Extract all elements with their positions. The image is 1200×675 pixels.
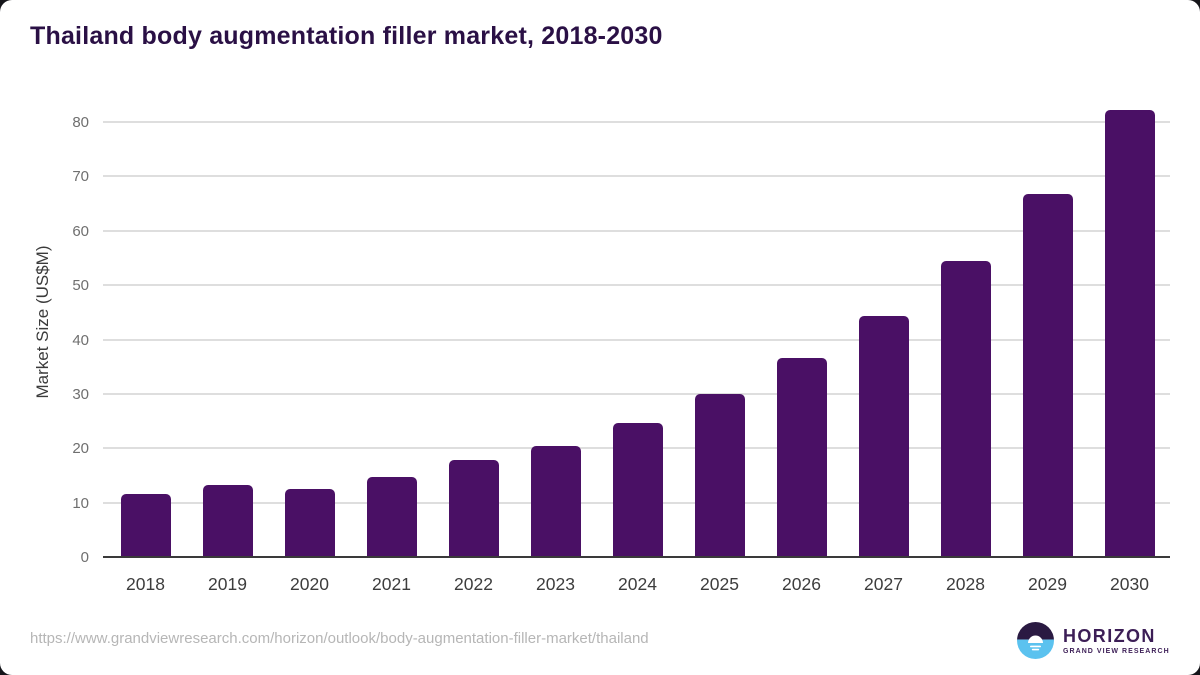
x-tick-label: 2027 — [864, 574, 903, 594]
x-tick-label: 2022 — [454, 574, 493, 594]
y-tick-label: 80 — [72, 114, 89, 131]
y-tick-label: 60 — [72, 222, 89, 240]
horizon-logo: HORIZON GRAND VIEW RESEARCH — [1017, 622, 1170, 659]
horizon-sun-icon — [1017, 622, 1054, 659]
y-tick-label: 40 — [72, 331, 89, 349]
plot-area: 0 10 20 30 40 50 60 70 80 2018 2019 2020 2021 2022 202… — [72, 100, 1170, 594]
y-tick-label: 50 — [72, 277, 89, 295]
chart-title: Thailand body augmentation filler market… — [30, 22, 663, 50]
x-tick-label: 2020 — [290, 574, 329, 594]
bar-2027 — [858, 315, 909, 556]
bar-2024 — [612, 422, 663, 556]
bar-2025 — [694, 393, 745, 556]
y-axis-title: Market Size (US$M) — [33, 245, 52, 399]
bar-2029 — [1022, 194, 1073, 556]
bar-2020 — [284, 488, 335, 556]
bar-2021 — [366, 476, 417, 556]
gridline — [103, 121, 1170, 123]
x-tick-label: 2025 — [700, 574, 739, 594]
x-tick-label: 2023 — [536, 574, 575, 594]
x-axis-line — [103, 556, 1170, 558]
horizon-logo-text: HORIZON GRAND VIEW RESEARCH — [1063, 627, 1170, 655]
x-tick-label: 2024 — [618, 574, 657, 594]
source-url: https://www.grandviewresearch.com/horizo… — [30, 630, 649, 647]
y-tick-label: 10 — [72, 494, 89, 512]
x-tick-label: 2019 — [208, 574, 247, 594]
x-tick-label: 2018 — [126, 574, 165, 594]
x-tick-label: 2021 — [372, 574, 411, 594]
x-tick-label: 2028 — [946, 574, 985, 594]
bar-2023 — [530, 445, 581, 556]
bar-2022 — [448, 460, 499, 556]
gridline — [103, 229, 1170, 232]
y-tick-label: 70 — [72, 168, 89, 186]
bar-2030 — [1104, 110, 1155, 556]
y-tick-label: 0 — [80, 549, 89, 566]
gridline — [103, 284, 1170, 287]
bar-2026 — [776, 358, 827, 556]
gridline — [103, 392, 1170, 395]
x-tick-label: 2030 — [1110, 574, 1149, 594]
y-tick-label: 20 — [72, 440, 89, 458]
y-tick-label: 30 — [72, 385, 89, 403]
bar-2028 — [940, 260, 991, 556]
bar-2019 — [202, 484, 253, 556]
x-tick-label: 2029 — [1028, 574, 1067, 594]
logo-subtitle: GRAND VIEW RESEARCH — [1063, 647, 1170, 655]
bar-2018 — [120, 494, 171, 556]
logo-wordmark: HORIZON — [1063, 625, 1156, 646]
x-tick-label: 2026 — [782, 574, 821, 594]
gridline — [103, 338, 1170, 341]
gridline — [103, 175, 1170, 178]
